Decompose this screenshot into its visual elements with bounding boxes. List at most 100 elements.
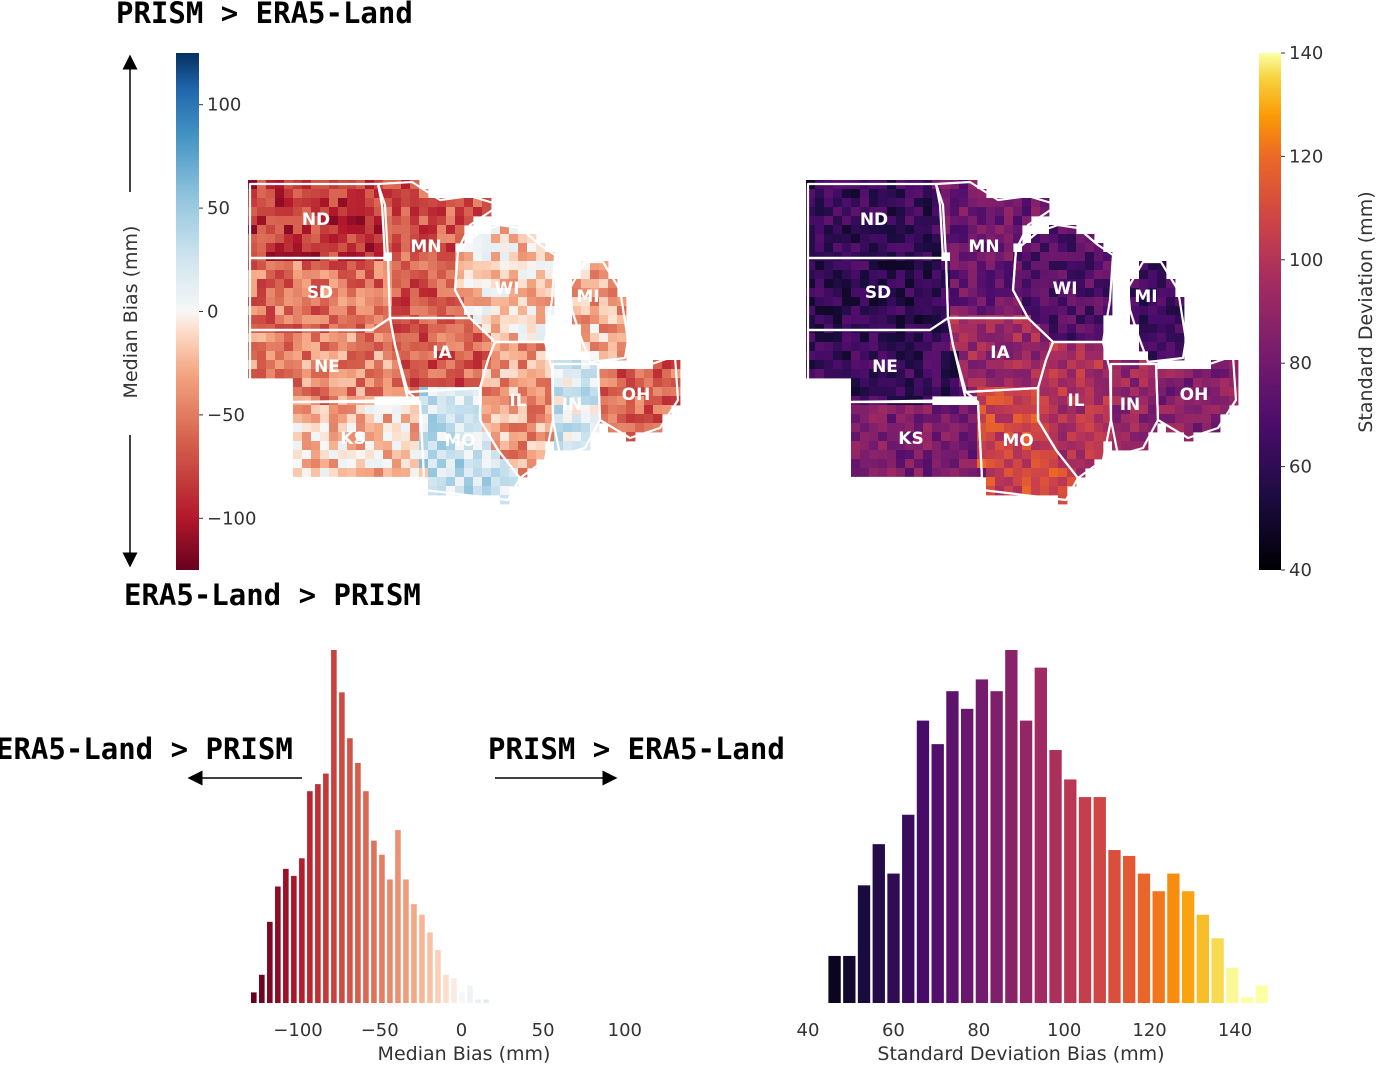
county-cell <box>1040 288 1050 298</box>
county-cell <box>338 198 348 208</box>
county-cell <box>1031 207 1041 217</box>
county-cell <box>500 432 510 442</box>
county-cell <box>815 252 825 262</box>
county-cell <box>1166 378 1176 388</box>
county-cell <box>509 405 519 415</box>
county-cell <box>500 351 510 361</box>
county-cell <box>950 279 960 289</box>
county-cell <box>977 360 987 370</box>
county-cell <box>1031 351 1041 361</box>
county-cell <box>932 378 942 388</box>
county-cell <box>878 225 888 235</box>
county-cell <box>914 189 924 199</box>
county-cell <box>509 360 519 370</box>
county-cell <box>356 288 366 298</box>
county-cell <box>968 450 978 460</box>
county-cell <box>374 243 384 253</box>
county-cell <box>950 423 960 433</box>
county-cell <box>1103 387 1113 397</box>
county-cell <box>293 387 303 397</box>
county-cell <box>572 288 582 298</box>
county-cell <box>410 405 420 415</box>
county-cell <box>941 360 951 370</box>
county-cell <box>1058 306 1068 316</box>
county-cell <box>878 234 888 244</box>
county-cell <box>257 315 267 325</box>
county-cell <box>986 351 996 361</box>
county-cell <box>392 207 402 217</box>
county-cell <box>923 234 933 244</box>
county-cell <box>941 441 951 451</box>
county-cell <box>329 252 339 262</box>
county-cell <box>329 243 339 253</box>
county-cell <box>464 324 474 334</box>
county-cell <box>410 342 420 352</box>
county-cell <box>419 342 429 352</box>
county-cell <box>257 243 267 253</box>
county-cell <box>464 342 474 352</box>
county-cell <box>1103 270 1113 280</box>
county-cell <box>1031 198 1041 208</box>
county-cell <box>1022 306 1032 316</box>
county-cell <box>599 288 609 298</box>
county-cell <box>383 306 393 316</box>
county-cell <box>950 432 960 442</box>
county-cell <box>320 360 330 370</box>
county-cell <box>428 270 438 280</box>
county-cell <box>491 234 501 244</box>
county-cell <box>617 306 627 316</box>
county-cell <box>1103 252 1113 262</box>
county-cell <box>473 261 483 271</box>
county-cell <box>1004 414 1014 424</box>
county-cell <box>941 459 951 469</box>
county-cell <box>905 270 915 280</box>
county-cell <box>437 387 447 397</box>
county-cell <box>1031 234 1041 244</box>
county-cell <box>275 279 285 289</box>
county-cell <box>995 288 1005 298</box>
county-cell <box>1013 369 1023 379</box>
county-cell <box>914 450 924 460</box>
county-cell <box>329 270 339 280</box>
county-cell <box>923 441 933 451</box>
county-cell <box>1094 351 1104 361</box>
county-cell <box>482 252 492 262</box>
county-cell <box>320 234 330 244</box>
county-cell <box>860 441 870 451</box>
county-cell <box>509 414 519 424</box>
county-cell <box>257 216 267 226</box>
county-cell <box>473 351 483 361</box>
county-cell <box>428 369 438 379</box>
county-cell <box>419 414 429 424</box>
x-tick-label: 120 <box>1132 1020 1166 1041</box>
county-cell <box>473 297 483 307</box>
county-cell <box>500 468 510 478</box>
county-cell <box>392 324 402 334</box>
county-cell <box>365 315 375 325</box>
county-cell <box>347 405 357 415</box>
state-label: NE <box>872 357 898 377</box>
county-cell <box>356 243 366 253</box>
county-cell <box>257 207 267 217</box>
county-cell <box>887 252 897 262</box>
county-cell <box>527 288 537 298</box>
county-cell <box>491 270 501 280</box>
county-cell <box>1157 378 1167 388</box>
county-cell <box>1013 333 1023 343</box>
county-cell <box>887 432 897 442</box>
county-cell <box>392 369 402 379</box>
county-cell <box>923 324 933 334</box>
county-cell <box>941 378 951 388</box>
county-cell <box>275 333 285 343</box>
county-cell <box>248 342 258 352</box>
county-cell <box>1013 324 1023 334</box>
county-cell <box>473 198 483 208</box>
county-cell <box>284 270 294 280</box>
county-cell <box>860 297 870 307</box>
county-cell <box>986 315 996 325</box>
county-cell <box>1031 333 1041 343</box>
county-cell <box>302 216 312 226</box>
county-cell <box>950 261 960 271</box>
county-cell <box>284 252 294 262</box>
